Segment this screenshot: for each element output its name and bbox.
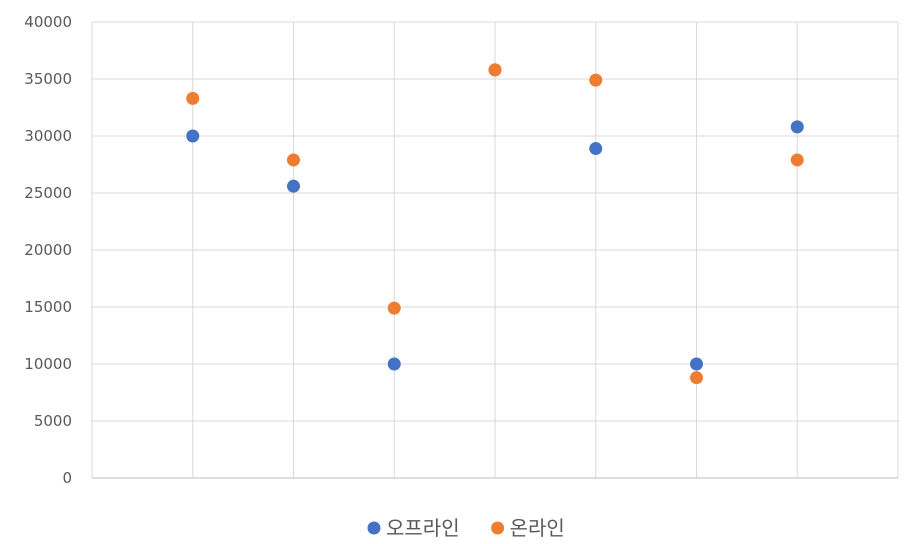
legend-item-series-1[interactable]: 오프라인 [367,516,460,540]
data-point-series-1 [387,357,401,371]
data-point-series-2 [589,73,603,87]
legend-label: 온라인 [510,516,565,540]
legend-label: 오프라인 [386,516,460,540]
data-points [186,63,804,385]
y-tick-label: 40000 [24,13,72,31]
data-point-series-1 [287,179,300,193]
data-point-series-2 [790,153,804,167]
y-tick-label: 10000 [24,355,72,373]
legend-item-series-2[interactable]: 온라인 [491,516,565,540]
legend-marker [367,521,381,535]
gridlines [91,21,899,479]
data-point-series-1 [589,142,603,156]
y-tick-label: 5000 [34,412,72,430]
y-tick-label: 25000 [24,184,72,202]
data-point-series-2 [488,63,502,77]
data-point-series-2 [387,301,401,315]
data-point-series-1 [186,129,200,143]
legend[interactable]: 오프라인 온라인 [367,516,565,540]
data-point-series-1 [690,357,703,371]
y-axis-tick-labels: 0 5000 10000 15000 20000 25000 30000 35000 40000 [24,13,72,487]
y-tick-label: 15000 [24,298,72,316]
y-tick-label: 30000 [24,127,72,145]
data-point-series-2 [287,153,300,167]
data-point-series-2 [186,91,200,105]
y-tick-label: 0 [62,469,72,487]
data-point-series-2 [690,371,703,385]
y-tick-label: 35000 [24,70,72,88]
legend-marker [491,521,505,535]
data-point-series-1 [790,120,804,134]
y-tick-label: 20000 [24,241,72,259]
